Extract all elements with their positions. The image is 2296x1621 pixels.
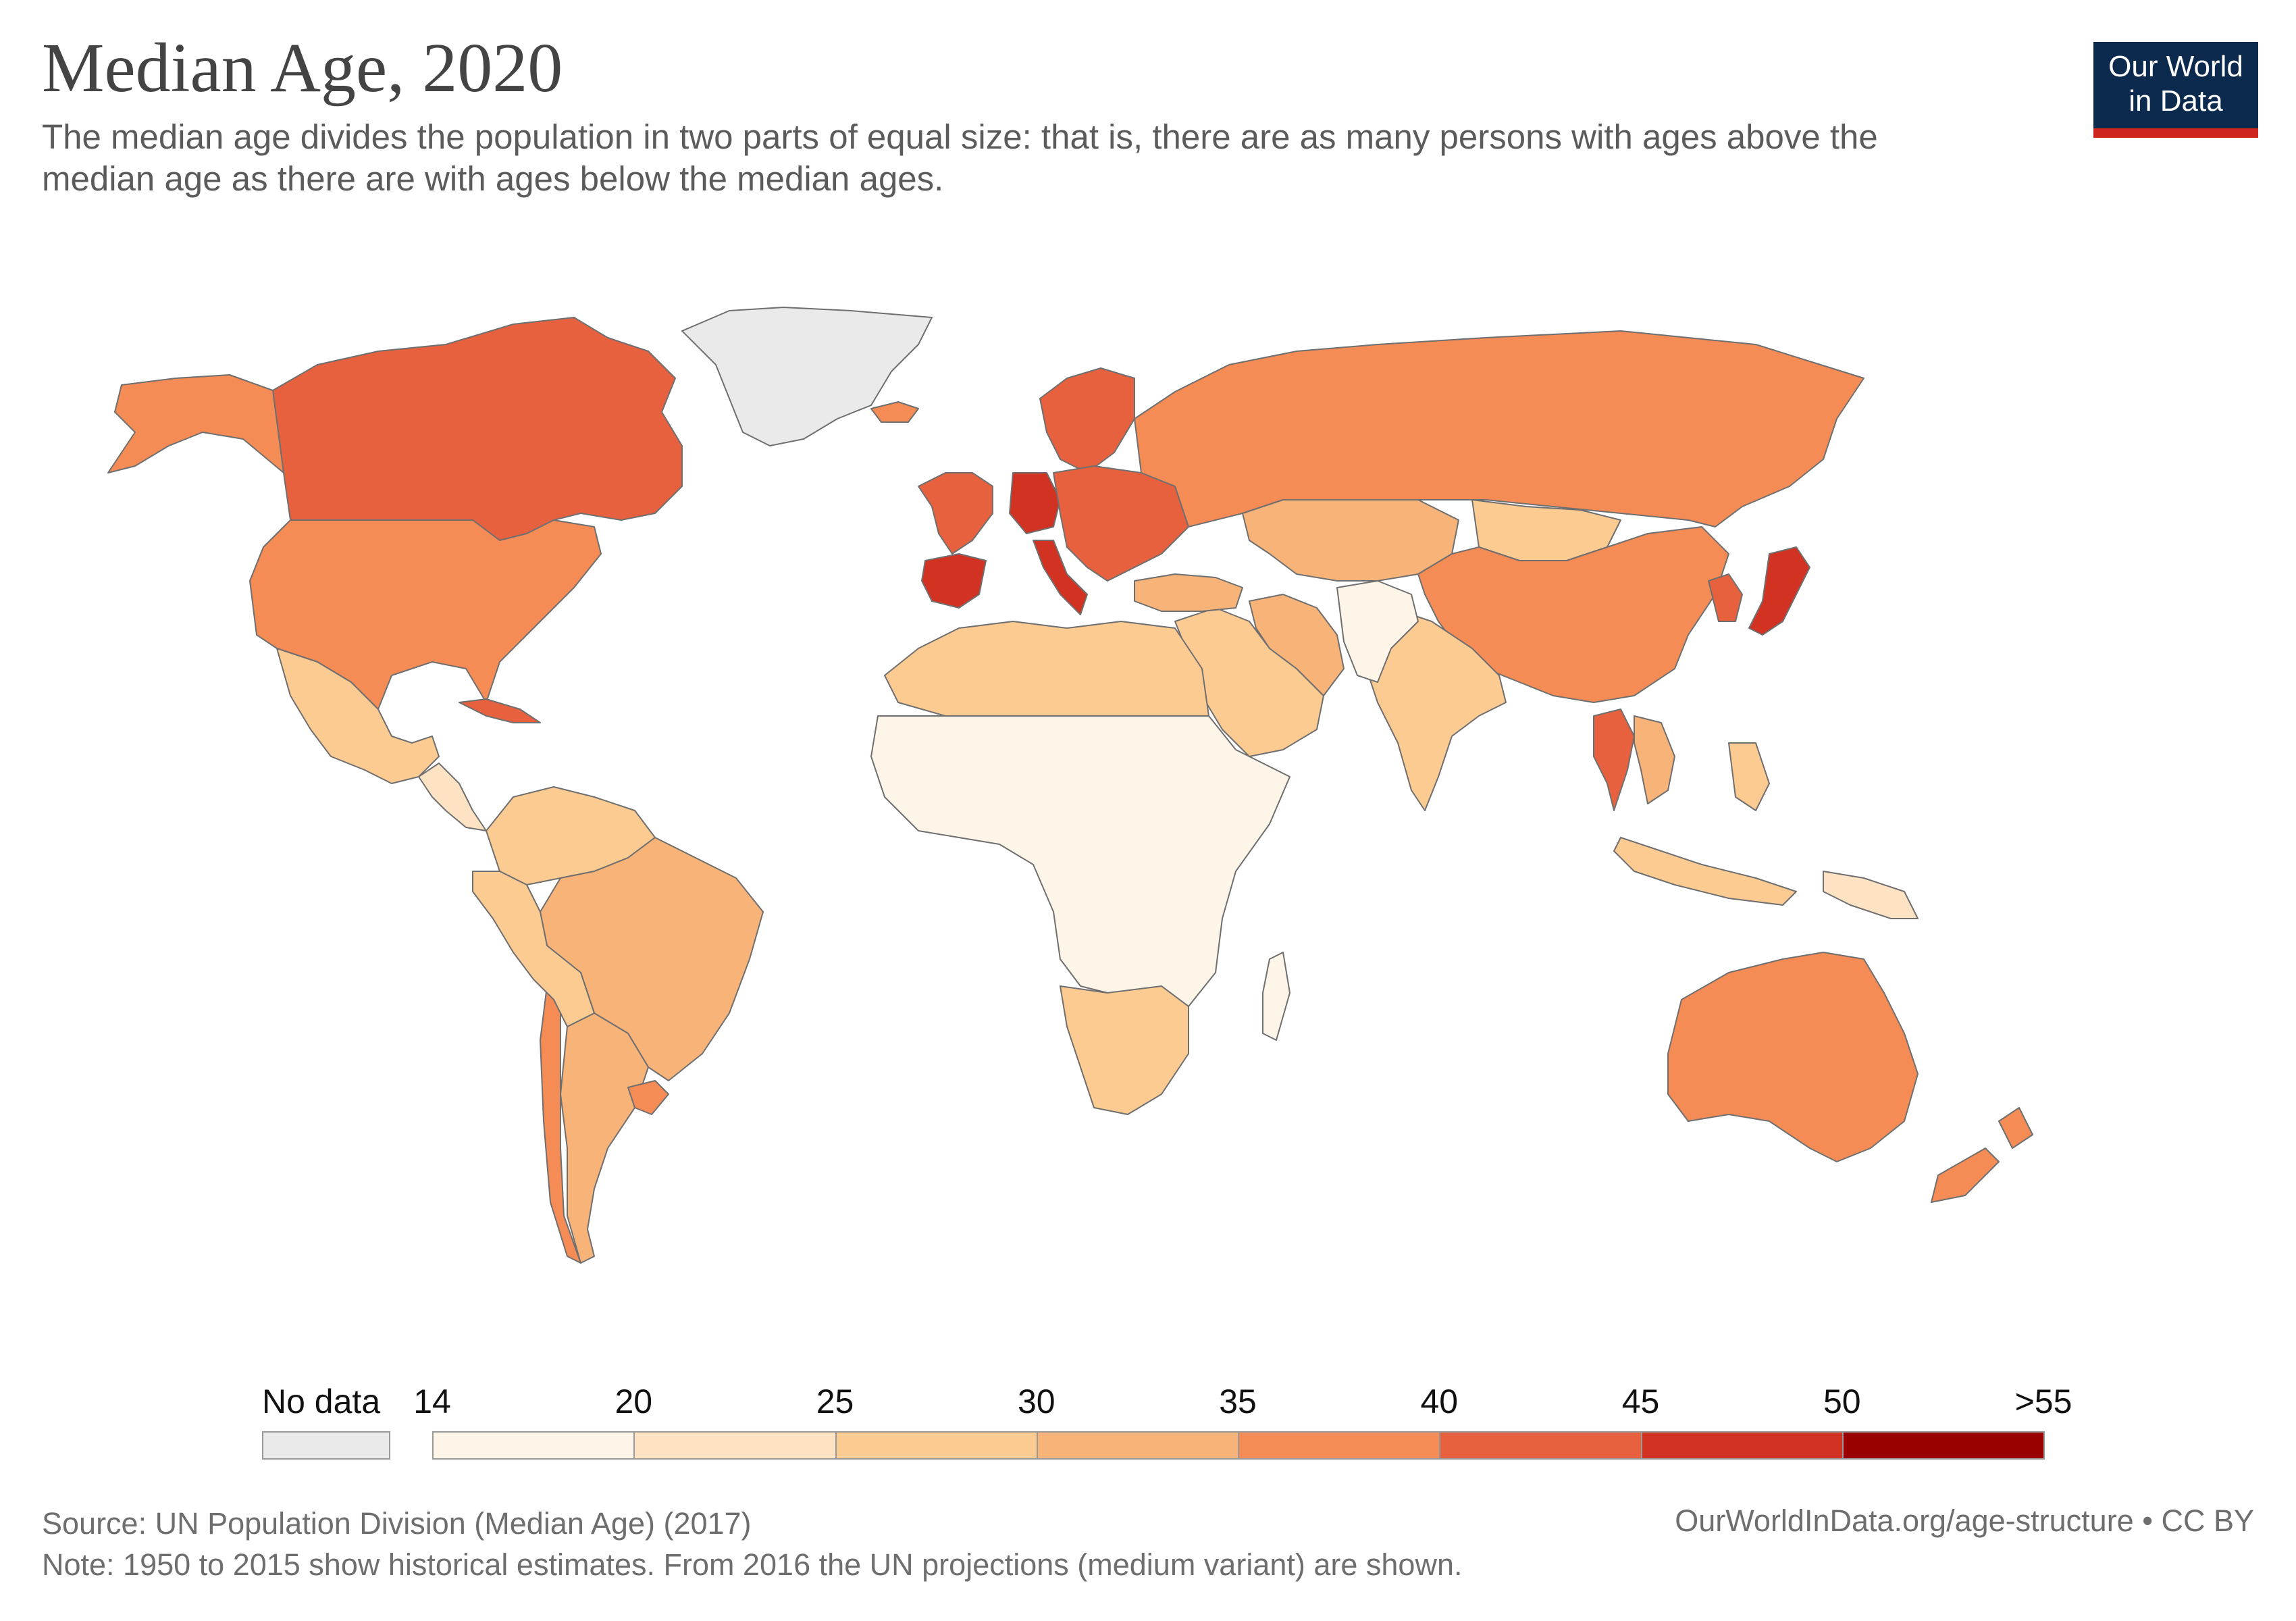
legend-tick-label: 35 [1219,1383,1257,1420]
map-region-madagascar[interactable] [1262,952,1290,1041]
legend-swatch-14[interactable] [432,1431,635,1460]
map-region-australia[interactable] [1667,952,1919,1162]
legend-tick-label: 14 [413,1383,451,1420]
map-region-new-zealand[interactable] [1931,1107,2033,1203]
map-region-southern-africa[interactable] [1060,985,1189,1115]
chart-subtitle: The median age divides the population in… [42,118,1878,199]
legend-tick-label: >55 [2014,1383,2072,1420]
logo-line-2: in Data [2129,84,2223,118]
map-region-thailand[interactable] [1593,709,1635,811]
map-region-germany[interactable] [1009,472,1061,534]
logo-line-1: Our World [2108,50,2243,83]
legend-swatch-45[interactable] [1640,1431,1844,1460]
legend-swatch-50[interactable] [1842,1431,2045,1460]
footer-url[interactable]: OurWorldInData.org/age-structure • CC BY [1675,1503,2254,1538]
map-region-italy[interactable] [1033,540,1088,615]
map-region-alaska[interactable] [107,374,284,473]
map-region-iberia[interactable] [921,553,987,609]
map-region-mexico[interactable] [276,648,440,784]
map-region-greenland[interactable] [681,307,933,446]
map-region-vietnam[interactable] [1634,715,1675,804]
map-region-western-europe[interactable] [918,472,993,555]
map-region-iran[interactable] [1249,594,1345,696]
footer-notes: Source: UN Population Division (Median A… [42,1503,1463,1586]
map-region-papua-new-guinea[interactable] [1823,871,1919,919]
map-region-indonesia-philippines[interactable] [1613,742,1797,906]
legend-tick-label: 20 [615,1383,653,1420]
legend-swatch-35[interactable] [1238,1431,1441,1460]
map-region-india[interactable] [1350,607,1507,811]
map-region-central-america[interactable] [418,763,487,831]
legend-swatch-20[interactable] [633,1431,837,1460]
map-region-japan[interactable] [1748,546,1810,636]
legend-swatch-40[interactable] [1439,1431,1642,1460]
map-region-cuba[interactable] [459,698,541,723]
map-region-eastern-europe[interactable] [1053,465,1189,582]
map-region-sub-saharan-africa[interactable] [870,715,1290,1007]
map-region-canada[interactable] [272,317,683,541]
map-region-russia[interactable] [1134,330,1864,528]
chart-title: Median Age, 2020 [42,29,563,107]
footer-note: Note: 1950 to 2015 show historical estim… [42,1547,1463,1582]
legend-no-data-label: No data [262,1383,381,1420]
map-region-uruguay[interactable] [627,1080,669,1115]
map-region-afghanistan-pakistan[interactable] [1336,580,1419,683]
footer-source[interactable]: Source: UN Population Division (Median A… [42,1506,752,1541]
legend-tick-label: 30 [1017,1383,1055,1420]
legend-tick-label: 25 [816,1383,854,1420]
legend-tick-label: 45 [1621,1383,1660,1420]
map-region-north-africa[interactable] [884,621,1209,717]
map-region-andes[interactable] [472,871,595,1027]
map-region-scandinavia[interactable] [1039,367,1135,473]
map-region-argentina[interactable] [560,1012,649,1264]
legend-swatch-25[interactable] [835,1431,1038,1460]
owid-logo[interactable]: Our World in Data [2093,42,2258,135]
logo-accent-bar [2093,128,2258,138]
legend-no-data-swatch[interactable] [262,1431,390,1460]
map-region-korea[interactable] [1708,573,1743,622]
map-region-iceland[interactable] [870,401,919,423]
legend-tick-label: 50 [1823,1383,1861,1420]
map-region-chile[interactable] [540,985,581,1264]
map-region-turkey[interactable] [1134,573,1243,612]
legend-swatch-30[interactable] [1036,1431,1239,1460]
legend-tick-label: 40 [1420,1383,1459,1420]
